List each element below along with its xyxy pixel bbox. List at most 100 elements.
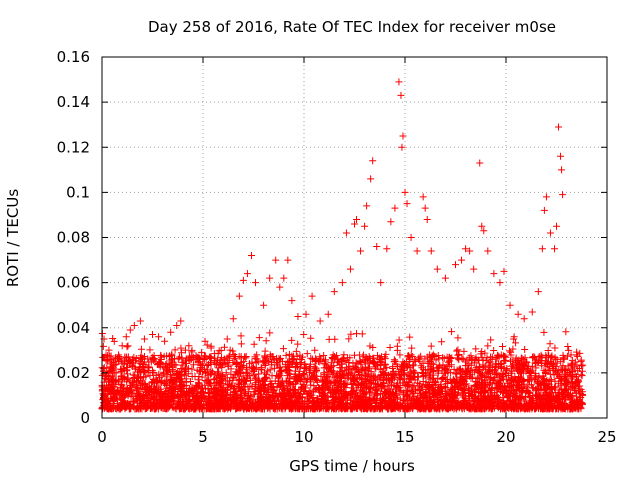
data-point-background [573,377,581,385]
data-point [401,188,409,196]
data-point-background [463,367,471,375]
data-point-background [477,350,485,358]
data-point-background [279,396,287,404]
data-point-background [427,365,435,373]
data-point-background [422,397,430,405]
data-point-background [497,351,505,359]
data-point [423,215,431,223]
y-tick-label: 0 [80,409,90,427]
data-point-background [226,403,234,411]
data-point-background [194,376,202,384]
data-point-background [126,360,134,368]
data-point [555,123,563,131]
data-point-background [568,364,576,372]
data-point [553,222,560,230]
data-point [302,310,310,318]
data-point-background [328,405,336,413]
data-point-background [259,380,267,388]
data-point-background [170,355,178,363]
data-point-background [342,403,350,411]
data-point-background [510,392,518,400]
data-point-background [458,354,466,362]
data-point-background [210,405,218,413]
data-point [496,279,504,287]
data-point [149,331,156,339]
data-point [407,234,415,241]
data-point-background [417,402,425,410]
data-point [542,193,550,201]
data-point-background [467,352,475,360]
data-point-background [562,380,570,388]
data-point [338,279,346,287]
data-point-background [192,381,200,389]
data-point-background [320,352,328,360]
data-point [421,204,429,212]
data-point-background [173,383,181,391]
data-point-background [404,392,412,400]
data-point [520,315,528,323]
data-point-background [499,389,507,397]
data-point [441,274,449,282]
data-point [540,206,548,214]
data-point-background [136,394,144,402]
data-point-background [497,376,505,384]
data-point-background [107,383,115,391]
data-point-background [222,369,230,377]
data-point-background [410,372,418,380]
data-point-background [540,375,548,383]
data-point-background [306,395,314,403]
data-point-background [438,367,446,375]
data-point [324,310,332,318]
data-point-background [408,388,416,396]
data-point-background [363,372,371,380]
data-point-background [117,367,125,375]
data-point-background [492,361,500,369]
data-point-background [416,403,424,411]
data-point-background [134,377,142,385]
data-point-background [567,372,575,380]
data-point-background [453,402,461,410]
data-point-background [232,368,240,376]
data-point-background [460,347,468,355]
data-point-background [481,349,489,357]
data-point-background [157,353,165,361]
data-point-background [285,394,293,402]
data-point-background [307,381,315,389]
data-point-background [498,343,506,351]
data-point-background [214,368,222,376]
data-point-background [343,391,351,399]
x-tick-label: 5 [198,428,208,446]
data-point-background [314,395,322,403]
data-point-background [220,343,228,351]
data-point-background [194,359,202,367]
data-point-background [164,363,172,371]
data-point-background [222,386,230,394]
data-point-background [535,394,543,402]
data-point-background [241,353,249,361]
data-point-background [115,352,123,360]
data-point [316,317,324,325]
data-point-background [121,358,129,366]
data-point-background [456,365,464,373]
data-point [185,342,193,350]
data-point-background [519,376,527,384]
data-point-background [523,401,531,409]
data-point [565,346,573,354]
data-point-background [432,381,440,389]
y-tick-label: 0.1 [66,183,90,201]
data-point-background [546,370,554,378]
data-point-background [365,388,373,396]
data-point-background [551,354,559,362]
data-point-background [299,371,307,379]
data-point-background [337,378,345,386]
data-point-background [446,376,454,384]
data-point [173,321,181,329]
data-point-background [521,397,529,405]
data-point-background [178,354,186,362]
data-point-background [146,346,154,354]
data-point-background [403,393,411,401]
data-point-background [236,404,244,412]
data-point-background [184,388,192,396]
data-point-background [243,364,251,372]
data-point-background [515,381,523,389]
